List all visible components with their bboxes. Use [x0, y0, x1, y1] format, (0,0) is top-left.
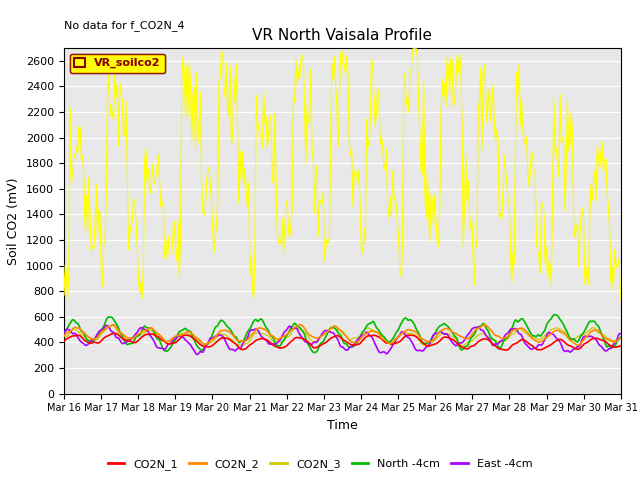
- Text: No data for f_CO2N_4: No data for f_CO2N_4: [64, 20, 184, 31]
- Y-axis label: Soil CO2 (mV): Soil CO2 (mV): [8, 177, 20, 264]
- X-axis label: Time: Time: [327, 419, 358, 432]
- Title: VR North Vaisala Profile: VR North Vaisala Profile: [252, 28, 433, 43]
- Legend: CO2N_1, CO2N_2, CO2N_3, North -4cm, East -4cm: CO2N_1, CO2N_2, CO2N_3, North -4cm, East…: [103, 455, 537, 474]
- Legend: VR_soilco2: VR_soilco2: [70, 54, 165, 73]
